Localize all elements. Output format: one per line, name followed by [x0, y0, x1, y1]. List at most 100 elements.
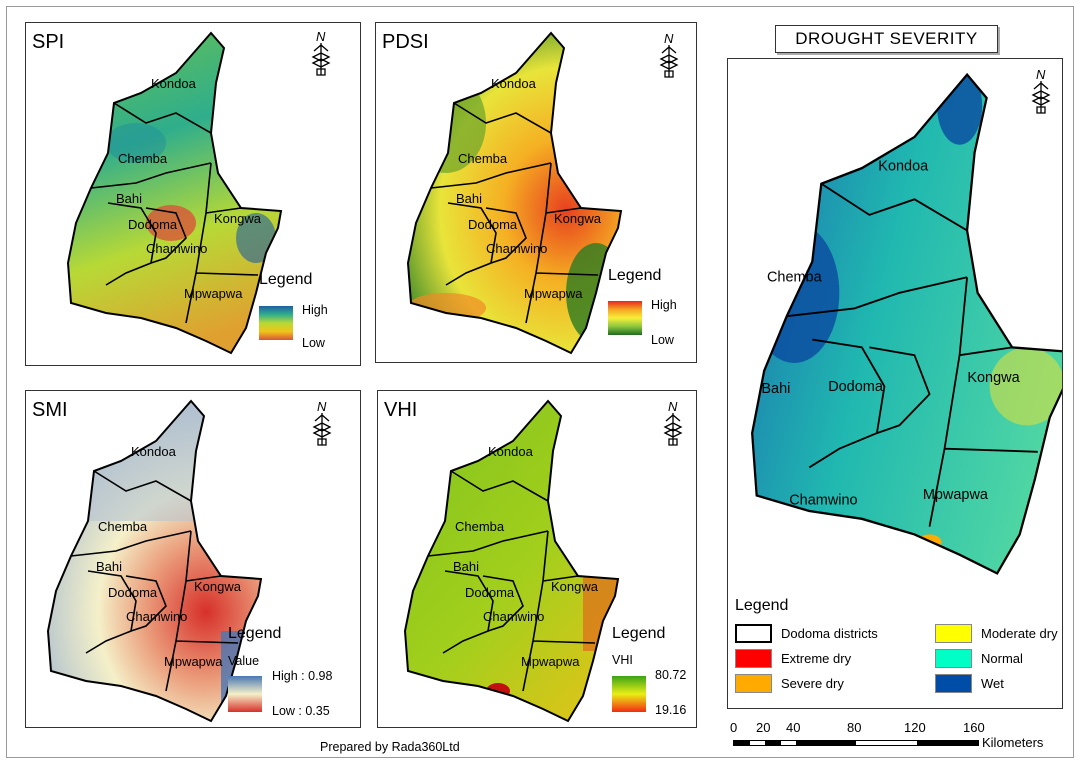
north-arrow-icon: N [309, 399, 335, 449]
vhi-color-ramp [612, 676, 646, 712]
label-chamwino: Chamwino [483, 609, 544, 624]
smi-title: SMI [32, 399, 68, 421]
label-mpwapwa: Mpwapwa [524, 286, 583, 301]
pdsi-high-label: High [651, 298, 677, 312]
legend-item: Severe dry [735, 674, 935, 693]
smi-high-label: High : 0.98 [272, 669, 333, 683]
scale-tick: 160 [963, 720, 985, 735]
spi-color-ramp [259, 306, 293, 340]
vhi-legend-title: Legend [612, 625, 666, 642]
legend-item: Moderate dry [935, 624, 1065, 643]
drought-legend-title: Legend [735, 597, 789, 614]
legend-item: Dodoma districts [735, 624, 935, 643]
label-mpwapwa: Mpwapwa [184, 286, 243, 301]
drought-map: Kondoa Chemba Bahi Dodoma Chamwino Kongw… [750, 73, 1062, 575]
label-chamwino: Chamwino [789, 492, 857, 508]
legend-item: Normal [935, 649, 1065, 668]
scale-unit: Kilometers [982, 735, 1044, 750]
north-arrow-icon: N [1028, 67, 1054, 117]
vhi-high-label: 80.72 [655, 668, 687, 682]
pdsi-low-label: Low [651, 333, 674, 347]
smi-legend-title: Legend [228, 625, 282, 642]
label-kondoa: Kondoa [878, 158, 929, 174]
north-arrow-icon: N [308, 29, 334, 79]
legend-label: Severe dry [781, 676, 844, 691]
svg-text:N: N [664, 31, 674, 46]
label-dodoma: Dodoma [468, 217, 518, 232]
pdsi-map: Kondoa Chemba Bahi Dodoma Chamwino Kongw… [407, 32, 622, 354]
label-kondoa: Kondoa [491, 76, 537, 91]
scale-tick: 20 [756, 720, 771, 735]
vhi-map-panel: VHI Kondoa Chemba Bahi Dodoma Chamwino K… [377, 390, 697, 728]
label-kongwa: Kongwa [194, 579, 242, 594]
label-chemba: Chemba [458, 151, 508, 166]
label-kongwa: Kongwa [967, 370, 1020, 386]
label-bahi: Bahi [116, 191, 142, 206]
pdsi-map-panel: PDSI Kondoa Chemba Bahi Dodoma Chamwino … [375, 22, 697, 363]
spi-map: Kondoa Chemba Bahi Dodoma Chamwino Kongw… [67, 32, 282, 354]
svg-text:N: N [316, 29, 326, 44]
north-arrow-icon: N [660, 399, 686, 449]
spi-map-panel: SPI Kondoa Chemba Bahi Dodoma Chamwino K… [25, 22, 361, 366]
drought-severity-title: DROUGHT SEVERITY [775, 25, 998, 53]
label-kondoa: Kondoa [131, 444, 177, 459]
label-chemba: Chemba [98, 519, 148, 534]
pdsi-color-ramp [608, 301, 642, 335]
scale-tick: 0 [730, 720, 738, 735]
scale-tick: 40 [786, 720, 801, 735]
legend-label: Wet [981, 676, 1004, 691]
legend-label: Extreme dry [781, 651, 852, 666]
spi-low-label: Low [302, 336, 325, 350]
smi-low-label: Low : 0.35 [272, 704, 330, 718]
legend-item: Wet [935, 674, 1065, 693]
svg-text:N: N [668, 399, 678, 414]
legend-label: Moderate dry [981, 626, 1058, 641]
vhi-value-label: VHI [612, 653, 633, 667]
label-chemba: Chemba [455, 519, 505, 534]
label-kongwa: Kongwa [551, 579, 599, 594]
label-bahi: Bahi [456, 191, 482, 206]
scale-tick: 120 [904, 720, 926, 735]
label-kongwa: Kongwa [554, 211, 602, 226]
legend-label: Dodoma districts [781, 626, 878, 641]
drought-map-panel: Kondoa Chemba Bahi Dodoma Chamwino Kongw… [727, 58, 1063, 709]
label-bahi: Bahi [453, 559, 479, 574]
label-chemba: Chemba [118, 151, 168, 166]
label-dodoma: Dodoma [108, 585, 158, 600]
label-chamwino: Chamwino [486, 241, 547, 256]
legend-label: Normal [981, 651, 1023, 666]
label-bahi: Bahi [96, 559, 122, 574]
spi-high-label: High [302, 303, 328, 317]
pdsi-title: PDSI [382, 31, 429, 53]
vhi-low-label: 19.16 [655, 703, 687, 717]
svg-text:N: N [317, 399, 327, 414]
label-kondoa: Kondoa [488, 444, 534, 459]
scale-bar [733, 740, 979, 746]
vhi-map: Kondoa Chemba Bahi Dodoma Chamwino Kongw… [404, 400, 619, 722]
label-mpwapwa: Mpwapwa [923, 487, 989, 503]
label-dodoma: Dodoma [828, 379, 884, 395]
label-kondoa: Kondoa [151, 76, 197, 91]
smi-map-panel: SMI Kondoa Chemba Bahi Dodoma Chamwino K… [25, 390, 361, 728]
label-mpwapwa: Mpwapwa [521, 654, 580, 669]
credit-text: Prepared by Rada360Ltd [320, 740, 460, 754]
label-bahi: Bahi [761, 381, 790, 397]
label-chamwino: Chamwino [146, 241, 207, 256]
svg-text:N: N [1036, 67, 1046, 82]
map-layout-frame [6, 6, 1074, 758]
spi-title: SPI [32, 31, 65, 53]
legend-item: Extreme dry [735, 649, 935, 668]
pdsi-legend-title: Legend [608, 267, 662, 284]
label-dodoma: Dodoma [128, 217, 178, 232]
label-chamwino: Chamwino [126, 609, 187, 624]
drought-legend: Dodoma districts Moderate dry Extreme dr… [735, 624, 1065, 693]
label-kongwa: Kongwa [214, 211, 262, 226]
smi-value-label: Value [228, 654, 260, 668]
vhi-title: VHI [384, 399, 418, 421]
label-chemba: Chemba [767, 270, 823, 286]
label-dodoma: Dodoma [465, 585, 515, 600]
label-mpwapwa: Mpwapwa [164, 654, 223, 669]
spi-legend-title: Legend [259, 271, 313, 288]
smi-color-ramp [228, 676, 262, 712]
scale-tick: 80 [847, 720, 862, 735]
